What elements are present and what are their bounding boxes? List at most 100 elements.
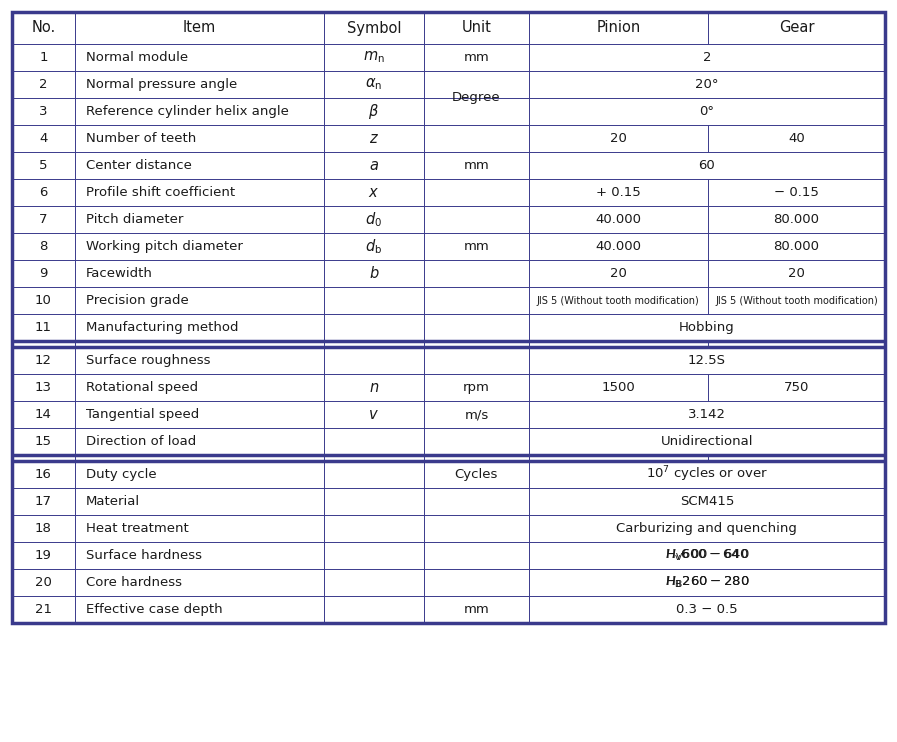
Text: 2: 2 (702, 51, 711, 64)
Text: Gear: Gear (779, 21, 814, 36)
Text: 8: 8 (39, 240, 48, 253)
Text: 17: 17 (35, 495, 52, 508)
Text: Direction of load: Direction of load (86, 435, 196, 448)
Text: Hobbing: Hobbing (679, 321, 735, 334)
Text: $\alpha_\mathrm{n}$: $\alpha_\mathrm{n}$ (365, 76, 382, 92)
Text: Material: Material (86, 495, 140, 508)
Text: 1: 1 (39, 51, 48, 64)
Text: $n$: $n$ (369, 380, 379, 395)
Text: − 0.15: − 0.15 (774, 186, 819, 199)
Text: 1500: 1500 (601, 381, 635, 394)
Text: 6: 6 (39, 186, 48, 199)
Text: 12.5S: 12.5S (688, 354, 726, 367)
Text: Tangential speed: Tangential speed (86, 408, 199, 421)
Text: Carburizing and quenching: Carburizing and quenching (616, 522, 797, 535)
Text: $x$: $x$ (369, 185, 379, 200)
Text: Cycles: Cycles (455, 468, 498, 481)
Text: 80.000: 80.000 (773, 213, 819, 226)
Text: 40.000: 40.000 (596, 240, 641, 253)
Text: Manufacturing method: Manufacturing method (86, 321, 239, 334)
Text: 20: 20 (610, 267, 627, 280)
Text: Center distance: Center distance (86, 159, 192, 172)
Text: 4: 4 (39, 132, 48, 145)
Text: Pinion: Pinion (597, 21, 640, 36)
Text: JIS 5 (Without tooth modification): JIS 5 (Without tooth modification) (715, 295, 878, 306)
Text: 10: 10 (35, 294, 52, 307)
Text: Degree: Degree (452, 91, 501, 105)
Text: + 0.15: + 0.15 (596, 186, 640, 199)
Bar (530, 543, 884, 568)
Text: $\mathrm{H_B}260-280$: $\mathrm{H_B}260-280$ (665, 575, 749, 590)
Text: 7: 7 (39, 213, 48, 226)
Text: 12: 12 (35, 354, 52, 367)
Text: $z$: $z$ (369, 131, 379, 146)
Text: Heat treatment: Heat treatment (86, 522, 188, 535)
Text: rpm: rpm (463, 381, 490, 394)
Text: Effective case depth: Effective case depth (86, 603, 222, 616)
Text: $d_\mathrm{b}$: $d_\mathrm{b}$ (365, 237, 382, 256)
Text: $10^7$ cycles or over: $10^7$ cycles or over (646, 464, 768, 485)
Text: Reference cylinder helix angle: Reference cylinder helix angle (86, 105, 289, 118)
Bar (530, 570, 884, 595)
Text: $b$: $b$ (369, 266, 379, 281)
Text: mm: mm (464, 159, 489, 172)
Text: 2: 2 (39, 78, 48, 91)
Text: 9: 9 (39, 267, 48, 280)
Text: $d_0$: $d_0$ (365, 210, 382, 229)
Text: 15: 15 (35, 435, 52, 448)
Text: Normal module: Normal module (86, 51, 188, 64)
Text: 40.000: 40.000 (596, 213, 641, 226)
Text: $H_\mathrm{v}600-640$: $H_\mathrm{v}600-640$ (665, 548, 749, 563)
Text: 14: 14 (35, 408, 52, 421)
Text: Rotational speed: Rotational speed (86, 381, 198, 394)
Text: 5: 5 (39, 159, 48, 172)
Text: 60: 60 (699, 159, 715, 172)
Text: JIS 5 (Without tooth modification): JIS 5 (Without tooth modification) (537, 295, 700, 306)
Text: 20: 20 (610, 132, 627, 145)
Bar (12, 12, 885, 623)
Text: mm: mm (464, 51, 489, 64)
Text: $H_\mathrm{B}260-280$: $H_\mathrm{B}260-280$ (665, 575, 749, 590)
Text: Unit: Unit (461, 21, 492, 36)
Text: $\beta$: $\beta$ (369, 102, 379, 121)
Text: 18: 18 (35, 522, 52, 535)
Text: Unidirectional: Unidirectional (661, 435, 753, 448)
Text: 20: 20 (788, 267, 805, 280)
Text: 3: 3 (39, 105, 48, 118)
Text: 40: 40 (788, 132, 805, 145)
Text: 750: 750 (784, 381, 809, 394)
Text: 0.3 − 0.5: 0.3 − 0.5 (676, 603, 737, 616)
Text: Core hardness: Core hardness (86, 576, 182, 589)
Text: Working pitch diameter: Working pitch diameter (86, 240, 243, 253)
Text: Precision grade: Precision grade (86, 294, 188, 307)
Text: 13: 13 (35, 381, 52, 394)
Text: 21: 21 (35, 603, 52, 616)
Text: SCM415: SCM415 (680, 495, 734, 508)
Text: m/s: m/s (465, 408, 489, 421)
Text: 20: 20 (35, 576, 52, 589)
Text: Surface hardness: Surface hardness (86, 549, 202, 562)
Text: mm: mm (464, 240, 489, 253)
Text: No.: No. (31, 21, 56, 36)
Text: Facewidth: Facewidth (86, 267, 152, 280)
Text: 3.142: 3.142 (688, 408, 726, 421)
Text: Duty cycle: Duty cycle (86, 468, 156, 481)
Text: Normal pressure angle: Normal pressure angle (86, 78, 237, 91)
Text: Pitch diameter: Pitch diameter (86, 213, 183, 226)
Text: Item: Item (183, 21, 216, 36)
Text: 0°: 0° (700, 105, 714, 118)
Text: Surface roughness: Surface roughness (86, 354, 211, 367)
Text: 11: 11 (35, 321, 52, 334)
Text: $\mathrm{H_V}600-640$: $\mathrm{H_V}600-640$ (665, 548, 749, 563)
Text: $m_\mathrm{n}$: $m_\mathrm{n}$ (363, 50, 385, 65)
Text: mm: mm (464, 603, 489, 616)
Text: Profile shift coefficient: Profile shift coefficient (86, 186, 235, 199)
Text: $a$: $a$ (369, 158, 379, 173)
Text: Number of teeth: Number of teeth (86, 132, 196, 145)
Text: 16: 16 (35, 468, 52, 481)
Text: 19: 19 (35, 549, 52, 562)
Text: 80.000: 80.000 (773, 240, 819, 253)
Text: $v$: $v$ (369, 407, 379, 422)
Text: Symbol: Symbol (346, 21, 401, 36)
Text: 20°: 20° (695, 78, 718, 91)
